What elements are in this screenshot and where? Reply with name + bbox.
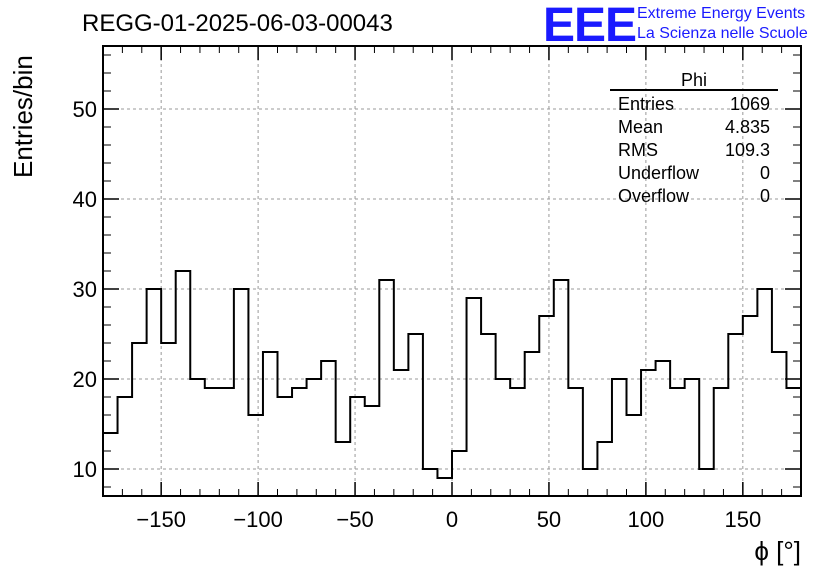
stats-label: Mean [618, 117, 663, 137]
stats-value: 109.3 [725, 140, 770, 160]
x-tick-label: −100 [233, 507, 283, 532]
y-tick-label: 10 [73, 457, 97, 482]
x-tick-label: −50 [336, 507, 373, 532]
x-tick-label: 50 [537, 507, 561, 532]
stats-value: 1069 [730, 94, 770, 114]
stats-box: Phi Entries 1069 Mean 4.835 RMS 109.3 Underflo… [610, 70, 778, 206]
y-tick-label: 40 [73, 187, 97, 212]
x-tick-label: 0 [446, 507, 458, 532]
x-tick-label: 100 [628, 507, 665, 532]
plot-frame [102, 45, 802, 497]
logo-line-1: Extreme Energy Events [637, 5, 806, 22]
y-tick-label: 20 [73, 367, 97, 392]
y-axis-title: Entries/bin [8, 55, 38, 178]
stats-label: Overflow [618, 186, 690, 206]
histogram-line [103, 270, 802, 479]
x-axis-title: ϕ [°] [754, 536, 801, 566]
stats-value: 0 [760, 186, 770, 206]
stats-title: Phi [681, 70, 707, 90]
y-tick-labels: 10 20 30 40 50 [73, 97, 97, 482]
stats-label: RMS [618, 140, 658, 160]
stats-value: 0 [760, 163, 770, 183]
run-title: REGG-01-2025-06-03-00043 [82, 10, 393, 37]
stats-value: 4.835 [725, 117, 770, 137]
stats-label: Underflow [618, 163, 700, 183]
eee-logo: EEE [543, 0, 637, 52]
x-tick-label: −150 [136, 507, 186, 532]
logo-line-2: La Scienza nelle Scuole [637, 25, 808, 42]
x-tick-label: 150 [724, 507, 761, 532]
y-tick-label: 30 [73, 277, 97, 302]
grid-lines [103, 46, 801, 496]
x-tick-labels: −150 −100 −50 0 50 100 150 [136, 507, 761, 532]
axis-ticks [102, 46, 802, 496]
stats-label: Entries [618, 94, 674, 114]
y-tick-label: 50 [73, 97, 97, 122]
eee-logo-text: Extreme Energy Events La Scienza nelle S… [637, 4, 808, 44]
